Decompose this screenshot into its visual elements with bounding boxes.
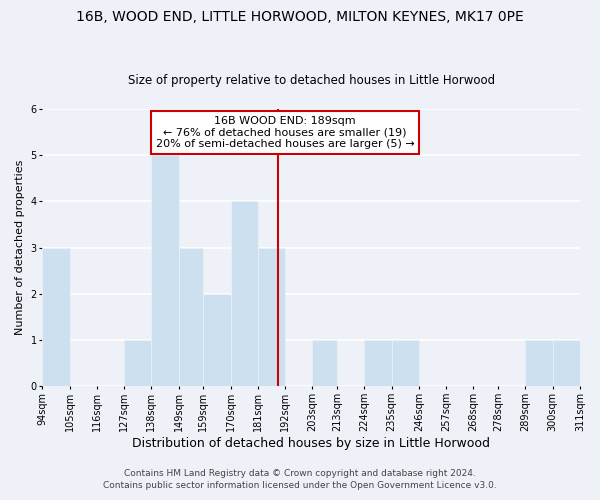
Y-axis label: Number of detached properties: Number of detached properties bbox=[15, 160, 25, 336]
Text: Contains HM Land Registry data © Crown copyright and database right 2024.
Contai: Contains HM Land Registry data © Crown c… bbox=[103, 468, 497, 490]
Bar bbox=[313, 340, 337, 386]
Bar bbox=[364, 340, 392, 386]
Bar bbox=[124, 340, 151, 386]
Bar bbox=[230, 202, 258, 386]
Text: 16B WOOD END: 189sqm
← 76% of detached houses are smaller (19)
20% of semi-detac: 16B WOOD END: 189sqm ← 76% of detached h… bbox=[156, 116, 415, 149]
Bar bbox=[258, 248, 285, 386]
Title: Size of property relative to detached houses in Little Horwood: Size of property relative to detached ho… bbox=[128, 74, 495, 87]
Bar bbox=[553, 340, 580, 386]
Text: 16B, WOOD END, LITTLE HORWOOD, MILTON KEYNES, MK17 0PE: 16B, WOOD END, LITTLE HORWOOD, MILTON KE… bbox=[76, 10, 524, 24]
Bar bbox=[151, 155, 179, 386]
X-axis label: Distribution of detached houses by size in Little Horwood: Distribution of detached houses by size … bbox=[132, 437, 490, 450]
Bar bbox=[392, 340, 419, 386]
Bar bbox=[43, 248, 70, 386]
Bar bbox=[203, 294, 230, 386]
Bar bbox=[526, 340, 553, 386]
Bar bbox=[179, 248, 203, 386]
